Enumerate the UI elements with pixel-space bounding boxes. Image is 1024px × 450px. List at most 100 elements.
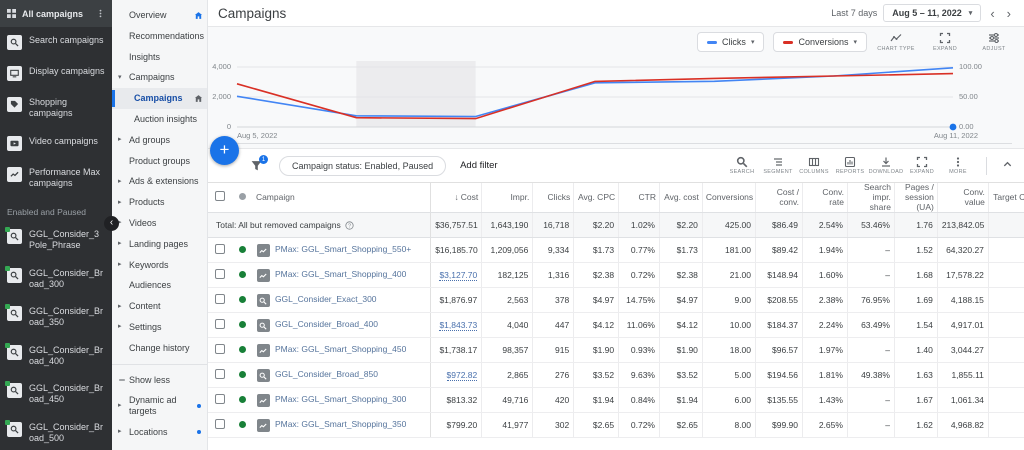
campaign-link[interactable]: PMax: GGL_Smart_Shopping_450 [274, 343, 407, 354]
sidebar-item-performance-max-campaigns[interactable]: Performance Max campaigns [0, 159, 112, 198]
campaign-status-filter-pill[interactable]: Campaign status: Enabled, Paused [279, 155, 447, 176]
sidebar-campaign-ggl-consider-broad-300[interactable]: GGL_Consider_Broad_300 [0, 260, 112, 299]
table-row[interactable]: PMax: GGL_Smart_Shopping_350 $799.20 41,97… [208, 412, 1024, 439]
sidebar-campaign-ggl-consider-broad-450[interactable]: GGL_Consider_Broad_450 [0, 375, 112, 414]
nav-item-overview[interactable]: Overview [112, 5, 207, 26]
add-filter-button[interactable]: Add filter [460, 160, 498, 171]
table-row[interactable]: GGL_Consider_Exact_300 $1,876.97 2,563 378 $… [208, 287, 1024, 314]
toolbar-action-more[interactable]: MORE [941, 156, 975, 175]
nav-item-campaigns[interactable]: Campaigns [112, 88, 207, 109]
campaign-column-header[interactable]: Campaign [252, 183, 431, 214]
chevron-right-icon[interactable]: ▸ [118, 323, 122, 331]
table-row[interactable]: PMax: GGL_Smart_Shopping_300 $813.32 49,71… [208, 387, 1024, 414]
date-range-selector[interactable]: Aug 5 – 11, 2022 ▾ [883, 4, 982, 22]
nav-item-keywords[interactable]: ▸ Keywords [112, 255, 207, 276]
nav-item-recommendations[interactable]: Recommendations [112, 26, 207, 47]
column-header-cost-conv[interactable]: Cost / conv. [755, 183, 803, 214]
nav-item-locations[interactable]: ▸ Locations [112, 422, 207, 443]
nav-item-videos[interactable]: ▸ Videos [112, 213, 207, 234]
sidebar-item-shopping-campaigns[interactable]: Shopping campaigns [0, 89, 112, 128]
toolbar-action-search[interactable]: SEARCH [725, 156, 759, 175]
nav-item-content[interactable]: ▸ Content [112, 296, 207, 317]
nav-item-product-groups[interactable]: Product groups [112, 151, 207, 172]
row-checkbox[interactable] [215, 419, 226, 430]
chevron-right-icon[interactable]: ▸ [118, 177, 122, 185]
chevron-right-icon[interactable]: ▸ [118, 219, 122, 227]
nav-item-ad-groups[interactable]: ▸ Ad groups [112, 130, 207, 151]
table-row[interactable]: PMax: GGL_Smart_Shopping_450 $1,738.17 98,… [208, 337, 1024, 364]
date-next-button[interactable]: › [1004, 6, 1014, 21]
row-checkbox[interactable] [215, 369, 226, 380]
filter-funnel-icon[interactable]: 1 [250, 155, 268, 172]
row-checkbox[interactable] [215, 244, 226, 255]
column-header-search-impr-share[interactable]: Search impr. share [846, 183, 895, 214]
chevron-right-icon[interactable]: ▸ [118, 402, 122, 410]
cost-link[interactable]: $1,843.73 [439, 320, 478, 332]
nav-item-auction-insights[interactable]: Auction insights [112, 109, 207, 130]
nav-item-audiences[interactable]: Audiences [112, 275, 207, 296]
table-row[interactable]: GGL_Consider_Broad_400 $1,843.73 4,040 447 $… [208, 312, 1024, 339]
sidebar-campaign-ggl-consider-broad-400[interactable]: GGL_Consider_Broad_400 [0, 337, 112, 376]
chevron-right-icon[interactable]: ▸ [118, 136, 122, 144]
chart-action-expand[interactable]: EXPAND [925, 32, 965, 52]
date-preset-label[interactable]: Last 7 days [831, 8, 878, 18]
date-prev-button[interactable]: ‹ [987, 6, 997, 21]
sidebar-item-display-campaigns[interactable]: Display campaigns [0, 58, 112, 89]
chevron-right-icon[interactable]: ▸ [118, 260, 122, 268]
select-all-checkbox[interactable] [215, 191, 226, 202]
campaign-link[interactable]: PMax: GGL_Smart_Shopping_550+ [274, 243, 412, 254]
table-row[interactable]: GGL_Consider_Broad_850 $972.82 2,865 276 $3.… [208, 362, 1024, 389]
table-row[interactable]: PMax: GGL_Smart_Shopping_400 $3,127.70 182… [208, 262, 1024, 289]
nav-item-change-history[interactable]: Change history [112, 338, 207, 359]
sidebar-campaign-ggl-consider-3pole-phrase[interactable]: GGL_Consider_3Pole_Phrase [0, 221, 112, 260]
sidebar-collapse-button[interactable]: ‹ [104, 216, 119, 231]
column-header-conv-value[interactable]: Conv. value [936, 183, 989, 214]
campaign-link[interactable]: GGL_Consider_Exact_300 [274, 293, 377, 304]
collapse-table-button[interactable] [998, 158, 1016, 174]
chart-action-chart-type[interactable]: CHART TYPE [876, 32, 916, 52]
info-icon[interactable]: ? [345, 221, 354, 230]
campaign-link[interactable]: GGL_Consider_Broad_400 [274, 318, 378, 329]
toolbar-action-columns[interactable]: COLUMNS [797, 156, 831, 175]
nav-item-ads-extensions[interactable]: ▸ Ads & extensions [112, 171, 207, 192]
column-header-ctr[interactable]: CTR [618, 183, 660, 214]
nav-item-settings[interactable]: ▸ Settings [112, 317, 207, 338]
chart-plot-area[interactable] [236, 61, 957, 133]
sidebar-campaign-ggl-consider-broad-350[interactable]: GGL_Consider_Broad_350 [0, 298, 112, 337]
chart-action-adjust[interactable]: ADJUST [974, 32, 1014, 52]
column-header-target-cpa[interactable]: Target CPA [987, 183, 1024, 214]
campaign-link[interactable]: PMax: GGL_Smart_Shopping_350 [274, 418, 407, 429]
row-checkbox[interactable] [215, 319, 226, 330]
column-header-pages-session-ua[interactable]: Pages / session (UA) [893, 183, 938, 214]
chevron-right-icon[interactable]: ▸ [118, 240, 122, 248]
row-checkbox[interactable] [215, 269, 226, 280]
toolbar-action-reports[interactable]: REPORTS [833, 156, 867, 175]
nav-item-landing-pages[interactable]: ▸ Landing pages [112, 234, 207, 255]
chevron-right-icon[interactable]: ▸ [118, 302, 122, 310]
cost-link[interactable]: $972.82 [446, 370, 478, 382]
column-header-conversions[interactable]: Conversions [701, 183, 756, 214]
nav-item-show-less[interactable]: Show less [112, 370, 207, 391]
table-row[interactable]: PMax: GGL_Smart_Shopping_550+ $16,185.70 1… [208, 237, 1024, 264]
column-header-conv-rate[interactable]: Conv. rate [802, 183, 848, 214]
column-header-cost[interactable]: ↓ Cost [430, 183, 482, 214]
campaign-link[interactable]: PMax: GGL_Smart_Shopping_300 [274, 393, 407, 404]
nav-item-insights[interactable]: Insights [112, 47, 207, 68]
sidebar-item-search-campaigns[interactable]: Search campaigns [0, 27, 112, 58]
row-checkbox[interactable] [215, 294, 226, 305]
column-header-avg-cost[interactable]: Avg. cost [659, 183, 703, 214]
column-header-clicks[interactable]: Clicks [532, 183, 574, 214]
sidebar-item-all-campaigns[interactable]: All campaigns [0, 0, 112, 27]
campaign-link[interactable]: GGL_Consider_Broad_850 [274, 368, 378, 379]
campaign-link[interactable]: PMax: GGL_Smart_Shopping_400 [274, 268, 407, 279]
toolbar-action-expand[interactable]: EXPAND [905, 156, 939, 175]
legend-clicks-dropdown[interactable]: Clicks ▾ [696, 32, 765, 52]
sidebar-campaign-ggl-consider-broad-500[interactable]: GGL_Consider_Broad_500 [0, 414, 112, 450]
nav-item-campaigns[interactable]: ▾ Campaigns [112, 67, 207, 88]
cost-link[interactable]: $3,127.70 [439, 270, 478, 282]
legend-conversions-dropdown[interactable]: Conversions ▾ [773, 32, 867, 52]
chevron-down-icon[interactable]: ▾ [118, 73, 122, 81]
chevron-right-icon[interactable]: ▸ [118, 428, 122, 436]
row-checkbox[interactable] [215, 344, 226, 355]
kebab-menu-icon[interactable] [96, 9, 105, 18]
